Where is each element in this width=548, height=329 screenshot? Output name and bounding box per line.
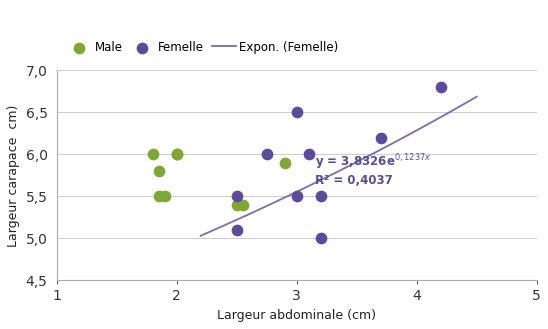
Text: y = 3,8326e$^{0,1237x}$
R² = 0,4037: y = 3,8326e$^{0,1237x}$ R² = 0,4037 <box>315 152 431 187</box>
Male <box>172 152 181 157</box>
Male <box>172 152 181 157</box>
Expon. (Femelle) <box>450 108 456 112</box>
Male <box>148 152 157 157</box>
Femelle <box>262 152 271 157</box>
Femelle <box>316 236 325 241</box>
Expon. (Femelle) <box>271 201 277 205</box>
Line: Expon. (Femelle): Expon. (Femelle) <box>201 97 477 236</box>
Male <box>154 169 163 174</box>
Expon. (Femelle) <box>473 95 480 99</box>
Femelle <box>232 227 241 233</box>
Femelle <box>436 85 445 90</box>
Male <box>238 202 247 208</box>
X-axis label: Largeur abdominale (cm): Largeur abdominale (cm) <box>217 309 376 322</box>
Femelle <box>292 194 301 199</box>
Expon. (Femelle) <box>460 103 466 107</box>
Male <box>232 202 241 208</box>
Expon. (Femelle) <box>208 229 215 233</box>
Femelle <box>232 194 241 199</box>
Y-axis label: Largeur carapace  cm): Largeur carapace cm) <box>7 104 20 247</box>
Expon. (Femelle) <box>249 211 255 215</box>
Femelle <box>316 194 325 199</box>
Male <box>154 194 163 199</box>
Expon. (Femelle) <box>197 234 204 238</box>
Legend: Male, Femelle, Expon. (Femelle): Male, Femelle, Expon. (Femelle) <box>67 40 339 54</box>
Femelle <box>304 152 313 157</box>
Male <box>280 160 289 165</box>
Expon. (Femelle) <box>214 227 220 231</box>
Male <box>160 194 169 199</box>
Femelle <box>292 110 301 115</box>
Femelle <box>376 135 385 140</box>
